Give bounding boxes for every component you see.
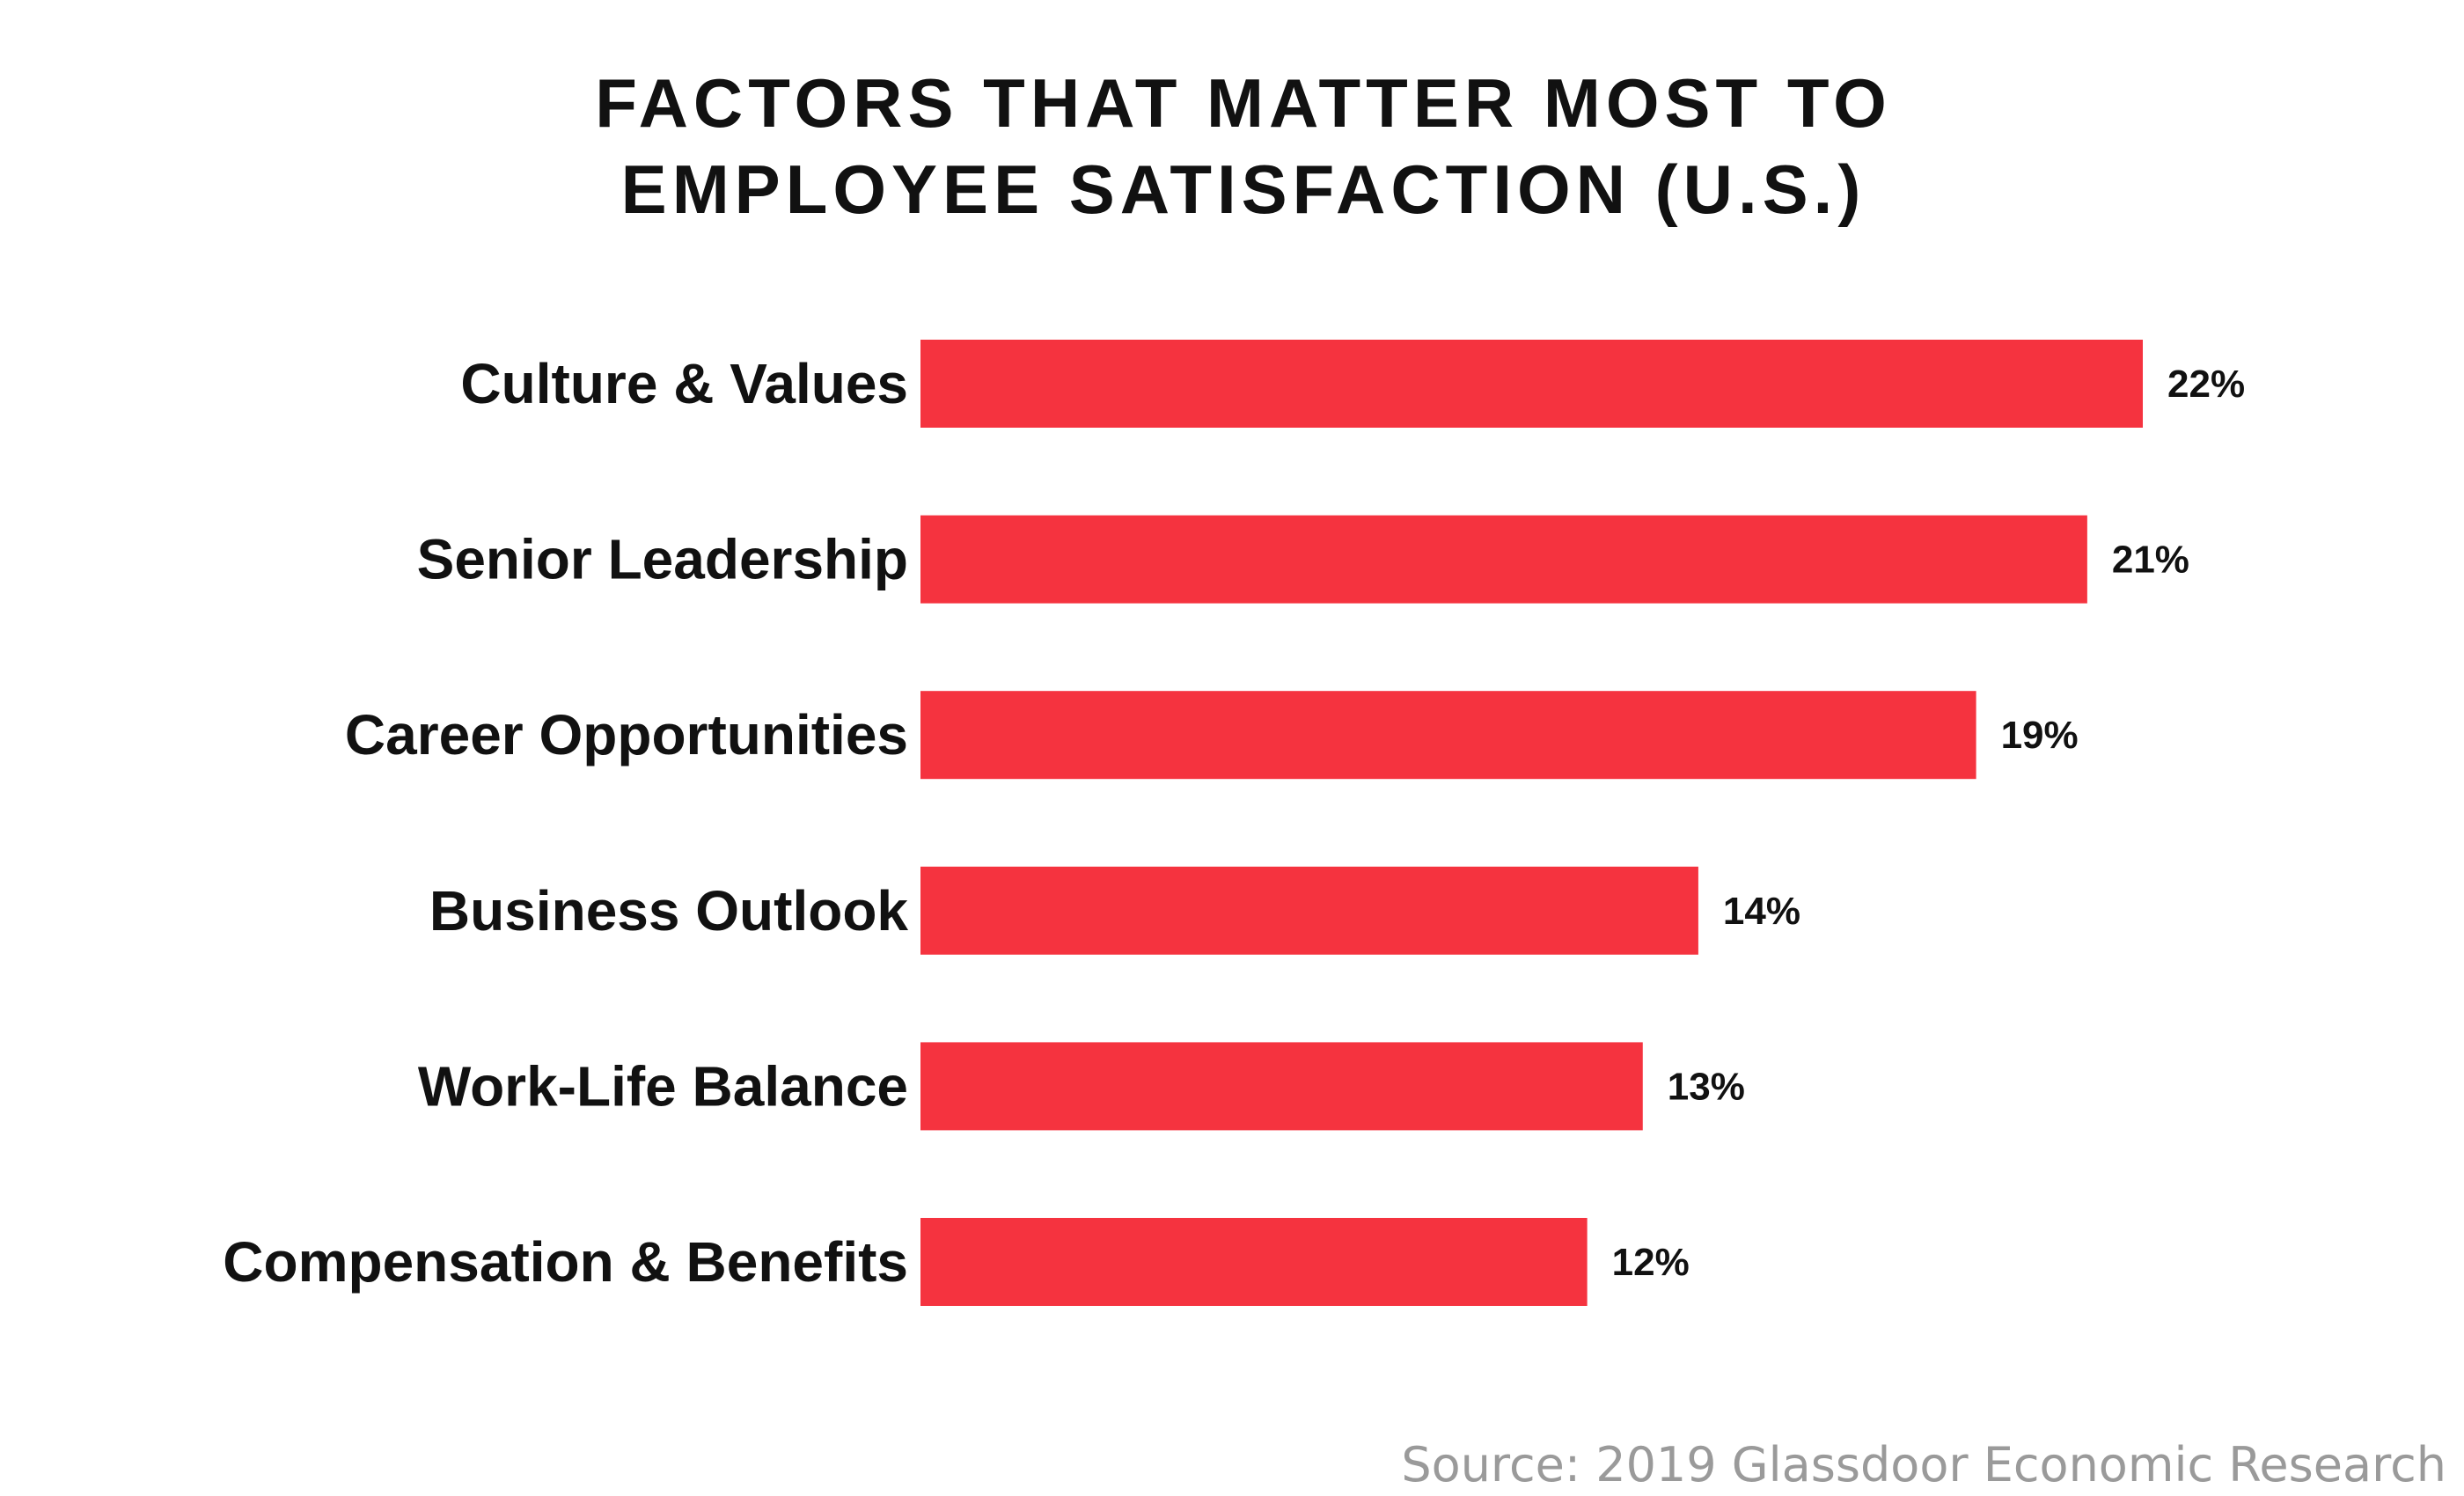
data-label: 13% xyxy=(1668,1065,1745,1108)
bar-3 xyxy=(920,866,1698,955)
bar-0 xyxy=(920,340,2143,428)
category-label: Senior Leadership xyxy=(417,528,908,591)
category-label: Career Opportunities xyxy=(345,703,908,766)
chart-title-line-2: EMPLOYEE SATISFACTION (U.S.) xyxy=(621,150,1866,228)
data-label: 12% xyxy=(1612,1241,1690,1284)
source-note: Source: 2019 Glassdoor Economic Research xyxy=(1401,1437,2446,1492)
data-label: 21% xyxy=(2112,539,2189,582)
bar-1 xyxy=(920,515,2087,604)
bar-2 xyxy=(920,691,1976,780)
category-label: Business Outlook xyxy=(429,879,909,942)
data-label: 14% xyxy=(1723,890,1800,933)
chart-title-line-1: FACTORS THAT MATTER MOST TO xyxy=(595,64,1892,142)
bar-5 xyxy=(920,1218,1588,1306)
category-label: Compensation & Benefits xyxy=(223,1230,908,1294)
bar-4 xyxy=(920,1042,1643,1131)
data-label: 19% xyxy=(2001,714,2079,757)
data-label: 22% xyxy=(2167,363,2245,406)
category-label: Work-Life Balance xyxy=(418,1054,908,1118)
category-label: Culture & Values xyxy=(460,352,908,415)
